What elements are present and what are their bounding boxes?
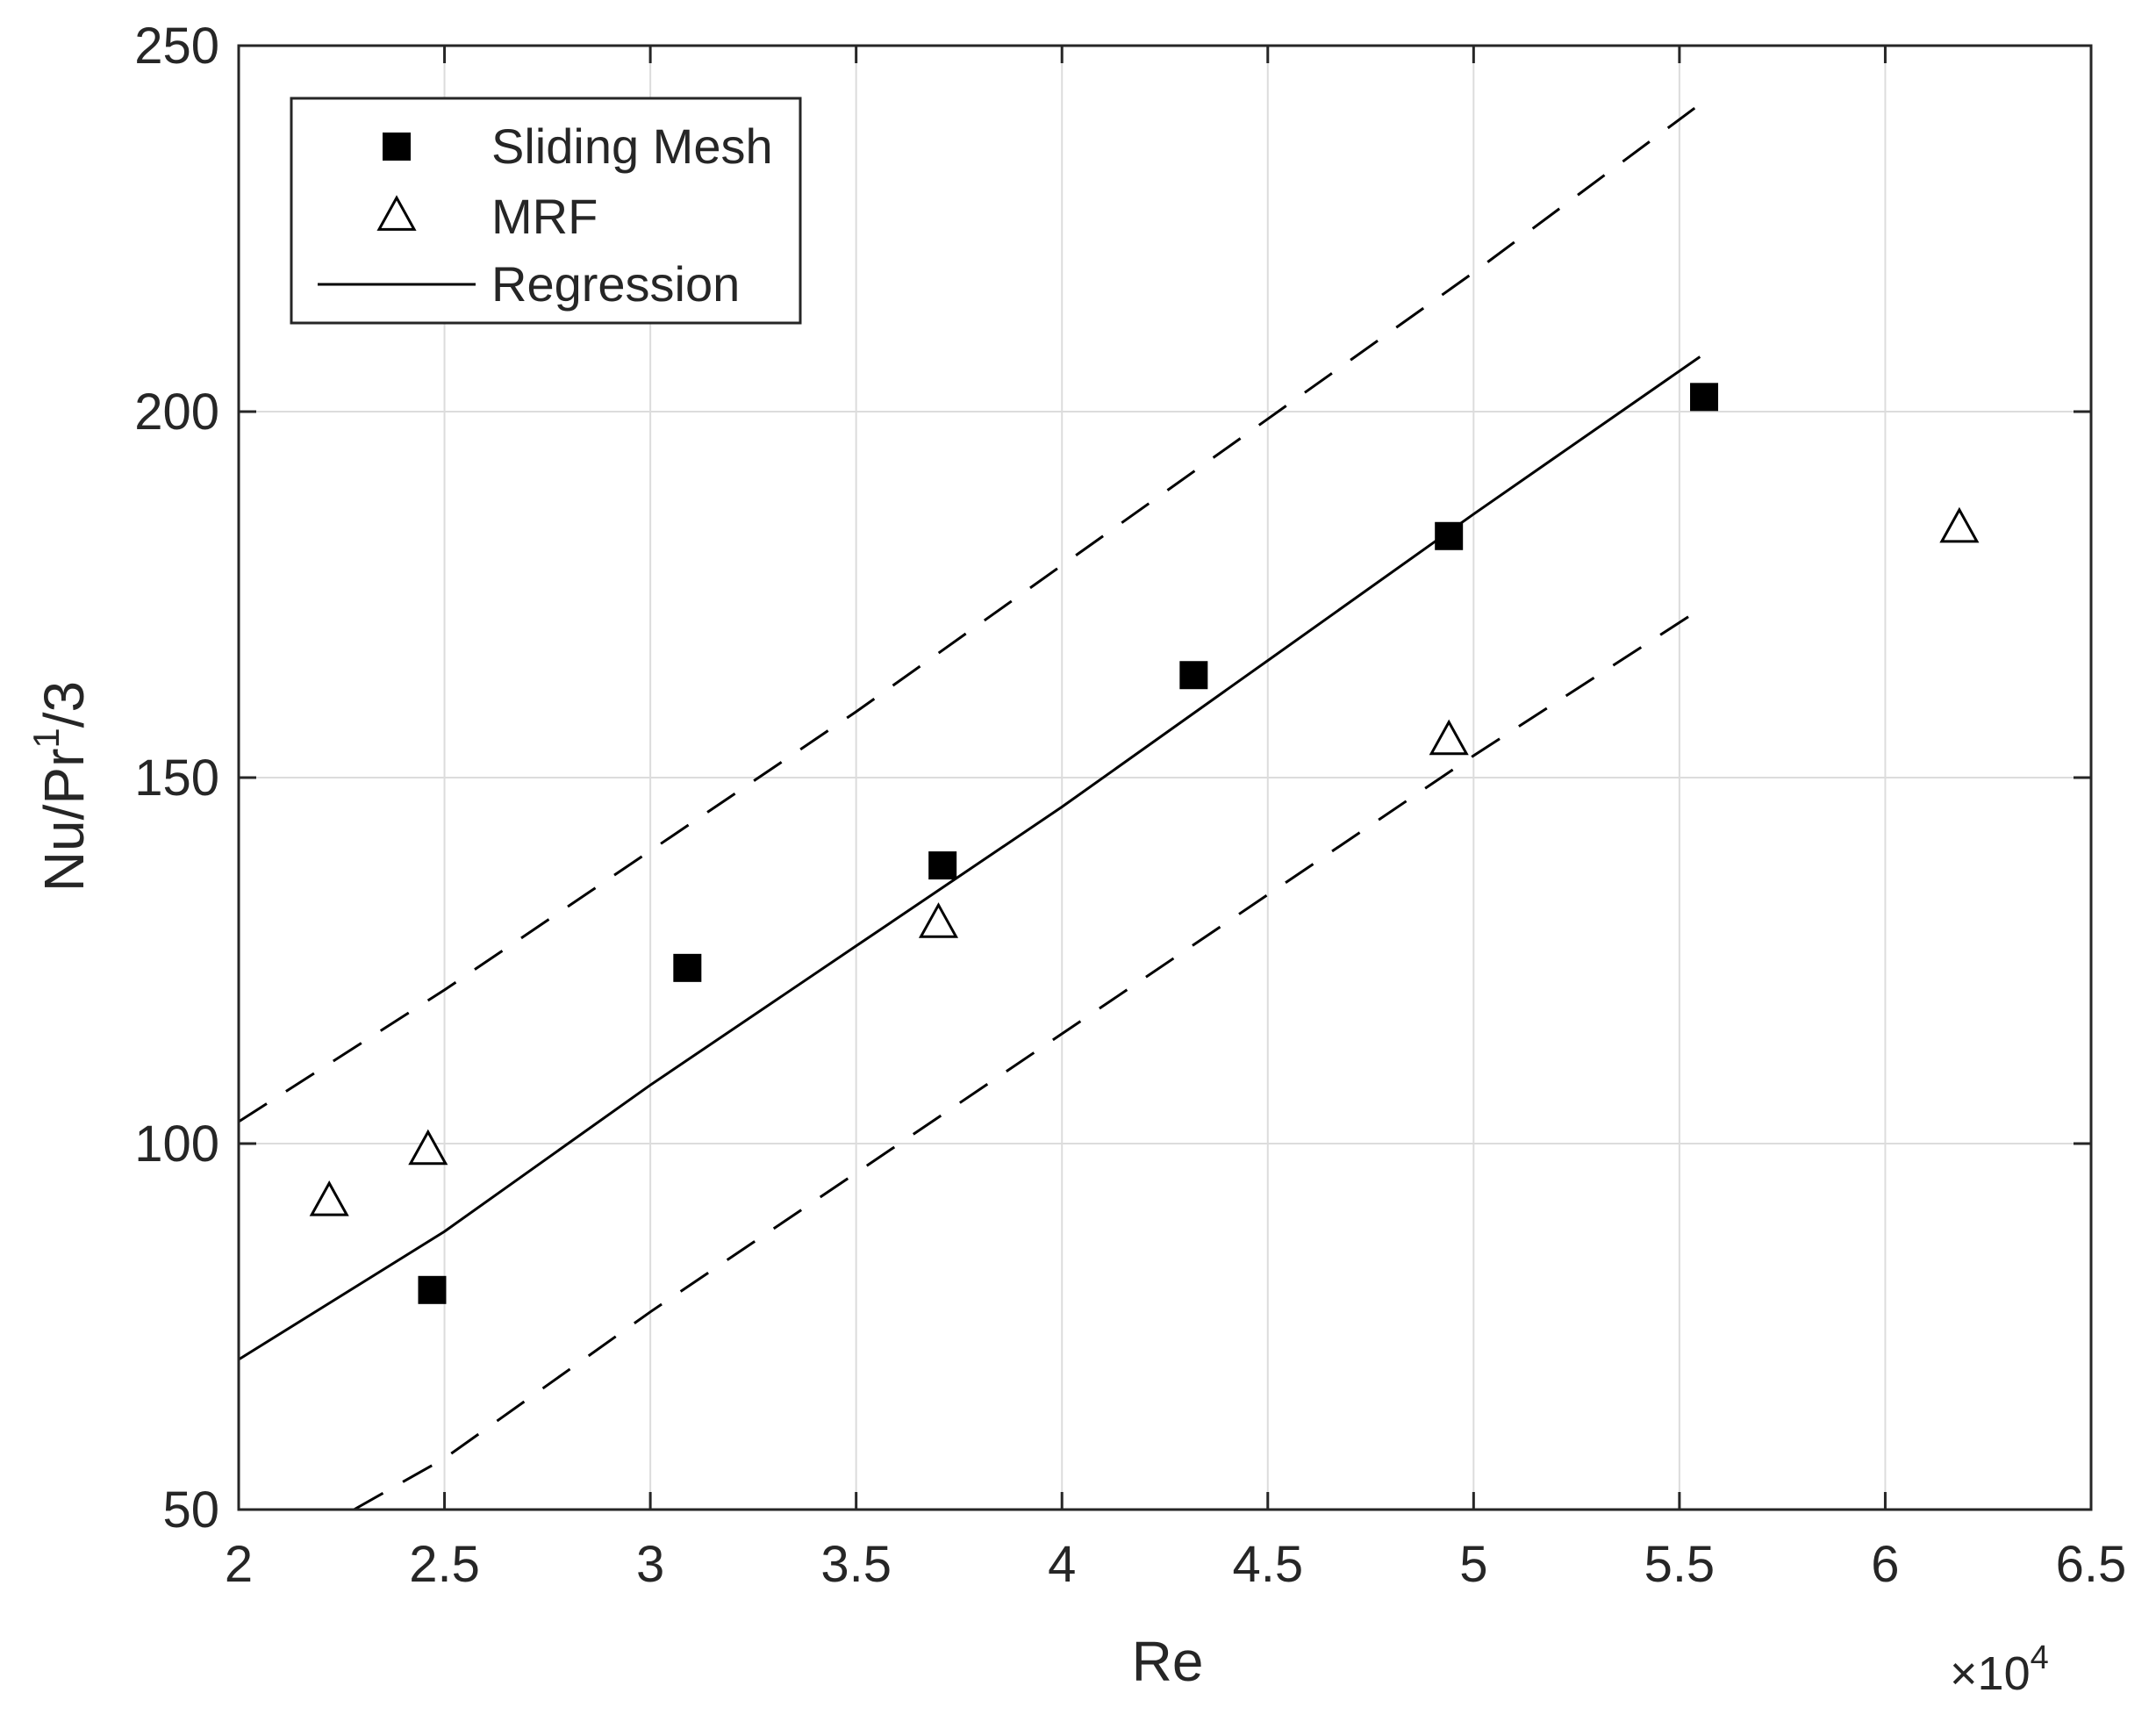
x-tick-label: 6.5 (2056, 1536, 2127, 1593)
sliding-mesh-point-3 (1179, 661, 1208, 690)
x-multiplier-exp: 4 (2031, 1639, 2049, 1676)
y-tick-label: 250 (134, 18, 219, 75)
y-tick-label: 150 (134, 750, 219, 807)
y-axis-label: Nu/Pr1/3 (25, 681, 96, 892)
legend-label: Sliding Mesh (491, 118, 773, 174)
sliding-mesh-point-0 (418, 1275, 447, 1304)
x-tick-label: 6 (1871, 1536, 1899, 1593)
legend-label: MRF (491, 189, 598, 244)
y-tick-label: 50 (162, 1481, 219, 1539)
sliding-mesh-point-4 (1435, 521, 1464, 550)
mrf-point-2 (918, 902, 959, 938)
mrf-point-0 (309, 1180, 349, 1216)
y-axis-label-sup: 1 (25, 728, 67, 748)
y-tick-label: 100 (134, 1115, 219, 1173)
x-multiplier-base: 10 (1978, 1647, 2031, 1700)
y-axis-label-tail: /3 (32, 681, 96, 728)
x-axis-multiplier: ×104 (1950, 1639, 2049, 1700)
x-tick-label: 5.5 (1644, 1536, 1715, 1593)
x-tick-label: 2 (225, 1536, 253, 1593)
x-tick-label: 3 (636, 1536, 664, 1593)
legend-label: Regression (491, 256, 740, 312)
y-axis-label-base: Nu/Pr (32, 749, 96, 893)
x-axis-label: Re (1132, 1630, 1204, 1693)
confidence-band-line-2 (353, 607, 1701, 1511)
sliding-mesh-point-2 (928, 851, 957, 880)
x-tick-label: 5 (1459, 1536, 1487, 1593)
sliding-mesh-point-5 (1690, 383, 1719, 412)
markers (309, 383, 1980, 1304)
mrf-point-1 (408, 1129, 448, 1166)
y-tick-label: 200 (134, 384, 219, 441)
x-tick-label: 4.5 (1232, 1536, 1303, 1593)
ticks: 2 2.5 3 3.5 4 4.5 5 5.5 6 6.5 50 100 150 200 250 (134, 18, 2126, 1593)
confidence-band-line-1 (238, 103, 1701, 1123)
x-multiplier-times: × (1950, 1647, 1978, 1700)
x-tick-label: 2.5 (409, 1536, 480, 1593)
x-tick-label: 3.5 (820, 1536, 892, 1593)
sliding-mesh-point-1 (673, 953, 702, 982)
legend: Sliding Mesh MRF Regression (290, 97, 802, 325)
x-tick-label: 4 (1048, 1536, 1076, 1593)
mrf-point-4 (1939, 506, 1980, 543)
legend-square-icon (383, 133, 411, 161)
mrf-point-3 (1429, 719, 1469, 756)
legend-triangle-icon (376, 195, 417, 231)
